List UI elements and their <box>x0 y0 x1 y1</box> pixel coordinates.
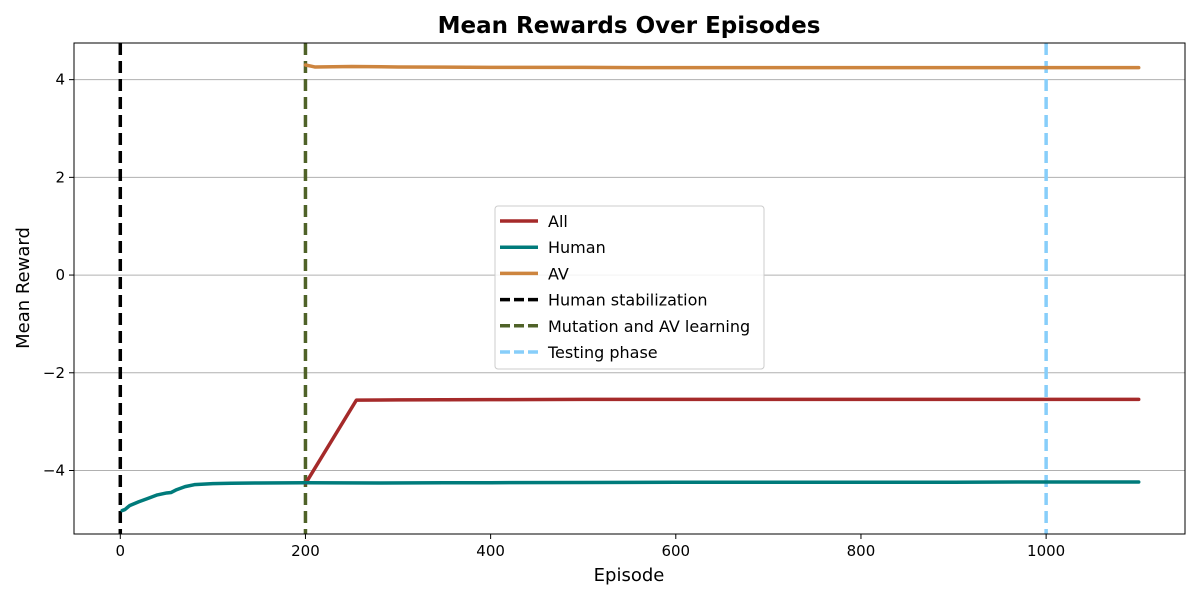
plot-frame <box>73 42 1186 535</box>
x-tick-label: 1000 <box>1027 542 1065 560</box>
x-tick-label: 0 <box>116 542 126 560</box>
chart-title: Mean Rewards Over Episodes <box>438 13 821 39</box>
series-line-human <box>120 480 1141 513</box>
y-tick-label: −2 <box>43 364 65 382</box>
legend-box <box>494 205 765 370</box>
y-axis-ticks: −4 −2 0 2 4 <box>43 71 74 479</box>
x-tick-label: 800 <box>847 542 876 560</box>
legend: All Human AV Human stabilization Mutation an… <box>494 205 765 370</box>
y-axis-title: Mean Reward <box>13 227 34 349</box>
legend-label-av: AV <box>548 264 569 283</box>
legend-label-human: Human <box>548 238 606 257</box>
y-tick-label: 4 <box>55 71 65 89</box>
x-tick-label: 200 <box>291 542 320 560</box>
series-line-av <box>303 63 1141 70</box>
x-axis-ticks: 0 200 400 600 800 1000 <box>116 534 1065 560</box>
vertical-marker-lines <box>118 43 1048 534</box>
legend-label-all: All <box>548 212 568 231</box>
y-tick-label: 0 <box>55 266 65 284</box>
legend-label-testing-phase: Testing phase <box>547 343 658 362</box>
series-line-all <box>303 397 1141 486</box>
data-series <box>120 63 1141 513</box>
y-tick-label: 2 <box>55 168 65 186</box>
x-tick-label: 400 <box>476 542 505 560</box>
legend-label-mutation-and-av-learning: Mutation and AV learning <box>548 317 750 336</box>
x-tick-label: 600 <box>661 542 690 560</box>
legend-label-human-stabilization: Human stabilization <box>548 291 708 310</box>
y-tick-label: −4 <box>43 461 65 479</box>
x-axis-title: Episode <box>594 565 665 586</box>
